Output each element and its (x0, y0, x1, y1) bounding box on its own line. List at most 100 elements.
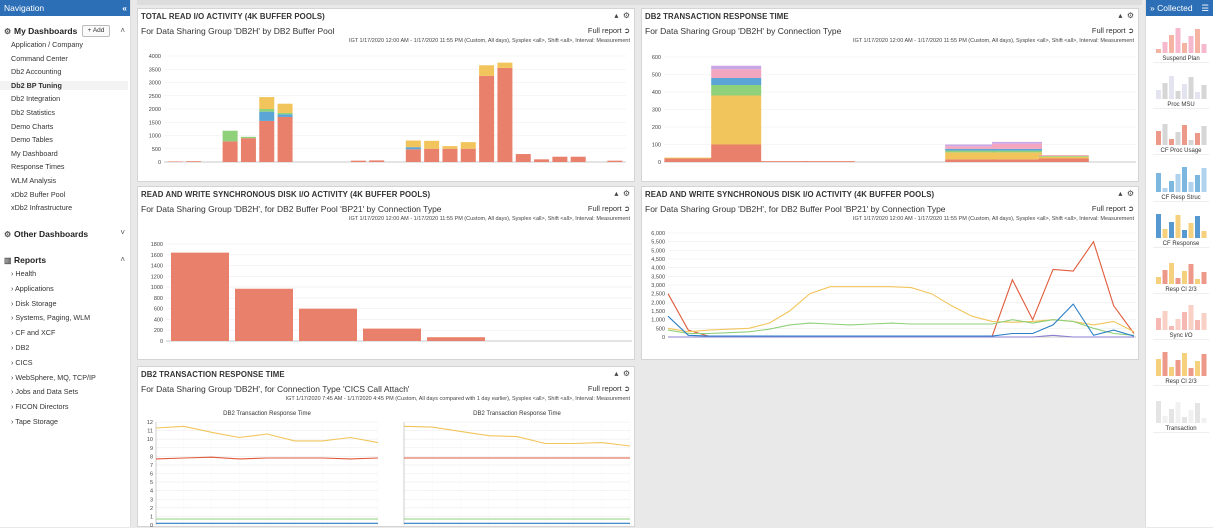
full-report-link[interactable]: Full report ➲ (1091, 26, 1134, 35)
thumbnail-bar (1201, 417, 1207, 423)
report-item[interactable]: › DB2 (11, 343, 29, 352)
report-item[interactable]: › Systems, Paging, WLM (11, 313, 90, 322)
panel-subtitle: For Data Sharing Group 'DB2H', for Conne… (141, 384, 410, 394)
chevron-right-icon: › (11, 357, 16, 367)
dashboard-item[interactable]: Demo Charts (11, 121, 54, 131)
thumbnail-bar (1175, 132, 1181, 146)
chevron-up-icon[interactable]: ˄ (120, 255, 125, 264)
chart-bar (185, 161, 201, 162)
thumbnail-bar (1188, 36, 1194, 53)
add-dashboard-button[interactable]: + Add (82, 25, 110, 37)
chevron-up-icon[interactable]: ˄ (120, 26, 125, 35)
collected-thumbnail[interactable]: CF Response (1153, 206, 1209, 248)
menu-icon[interactable]: ☰ (1201, 3, 1209, 13)
report-item-label: Systems, Paging, WLM (15, 313, 91, 323)
collected-thumbnail[interactable]: Suspend Plan (1153, 21, 1209, 63)
thumbnail-bar (1169, 180, 1174, 192)
y-tick-label: 1500 (149, 120, 161, 126)
thumbnail-bar (1195, 92, 1200, 100)
thumbnail-bar (1169, 76, 1174, 100)
chart-bar (277, 114, 293, 117)
y-tick-label: 6,000 (651, 231, 665, 237)
collapse-right-icon[interactable]: » (1150, 3, 1155, 13)
dashboard-item[interactable]: Response Times (11, 162, 65, 172)
thumbnail-bar (1201, 85, 1207, 100)
chart-bar (369, 160, 385, 162)
other-dashboards-header[interactable]: ⚙ Other Dashboards (4, 229, 88, 239)
dashboard-item[interactable]: Db2 Statistics (11, 108, 55, 117)
dashboard-item[interactable]: Command Center (11, 53, 68, 63)
y-tick-label: 200 (154, 328, 163, 334)
y-tick-label: 5 (150, 480, 153, 486)
y-tick-label: 3500 (149, 67, 161, 73)
thumbnail-chart (1156, 124, 1207, 146)
chart-bar (992, 159, 1042, 162)
thumbnail-bar (1188, 264, 1194, 284)
thumbnail-bar (1162, 42, 1168, 53)
thumbnail-bar (1201, 230, 1207, 238)
panel-controls[interactable]: ▴ ⚙ (614, 11, 630, 20)
panel-controls[interactable]: ▴ ⚙ (614, 189, 630, 198)
thumbnail-bar (1162, 270, 1168, 284)
report-item-label: Jobs and Data Sets (15, 387, 79, 397)
dashboard-item[interactable]: Db2 Accounting (11, 67, 62, 77)
dashboard-item[interactable]: My Dashboard (11, 148, 58, 158)
dashboard-item[interactable]: Db2 BP Tuning (0, 80, 128, 90)
collected-thumbnail[interactable]: Resp Cl 2/3 (1153, 344, 1209, 387)
reports-header[interactable]: ▥ Reports (4, 255, 46, 265)
thumbnail-bar (1182, 125, 1187, 146)
collected-thumbnail[interactable]: CF Resp Struc (1153, 160, 1209, 202)
report-item-label: Applications (15, 283, 54, 293)
full-report-link[interactable]: Full report ➲ (587, 204, 630, 213)
y-tick-label: 1600 (151, 253, 163, 259)
collected-thumbnail[interactable]: Proc MSU (1153, 67, 1209, 110)
report-item[interactable]: › Jobs and Data Sets (11, 387, 78, 396)
chevron-right-icon: › (11, 343, 16, 352)
chart-bar (992, 150, 1042, 153)
y-tick-label: 9 (150, 446, 153, 452)
dashboard-item[interactable]: xDb2 Buffer Pool (11, 189, 66, 199)
full-report-link[interactable]: Full report ➲ (1091, 204, 1134, 213)
collected-thumbnail[interactable]: Sync I/O (1153, 298, 1209, 341)
report-item[interactable]: › Applications (11, 284, 54, 293)
chart-bar (515, 154, 531, 162)
report-item[interactable]: › CF and XCF (11, 328, 55, 337)
thumbnail-bar (1156, 277, 1161, 284)
report-item[interactable]: › Disk Storage (11, 299, 57, 308)
chart-bar (1038, 156, 1089, 159)
dashboard-item[interactable]: Db2 Integration (11, 94, 61, 104)
full-report-link[interactable]: Full report ➲ (587, 384, 630, 393)
y-tick-label: 5,000 (651, 248, 665, 254)
report-item[interactable]: › Tape Storage (11, 417, 58, 426)
chart-bar (259, 120, 275, 162)
thumbnail-bar (1156, 90, 1161, 100)
full-report-link[interactable]: Full report ➲ (587, 26, 630, 35)
thumbnail-label: CF Resp Struc (1161, 194, 1201, 201)
collected-header: » Collected ☰ (1146, 0, 1213, 16)
panel-controls[interactable]: ▴ ⚙ (1118, 189, 1134, 198)
y-tick-label: 400 (652, 90, 661, 96)
report-item[interactable]: › Health (11, 269, 36, 278)
panel-controls[interactable]: ▴ ⚙ (614, 369, 630, 378)
panel-controls[interactable]: ▴ ⚙ (1118, 11, 1134, 20)
chart-bar (664, 157, 715, 159)
collected-thumbnail[interactable]: Transaction (1153, 391, 1209, 433)
y-tick-label: 3,500 (651, 274, 665, 280)
thumbnail-label: Resp Cl 2/3 (1165, 379, 1197, 386)
dashboard-item[interactable]: Demo Tables (11, 135, 53, 145)
chart-bar (497, 67, 513, 162)
my-dashboards-header[interactable]: ⚙ My Dashboards (4, 26, 77, 36)
chart-bar (171, 252, 229, 341)
report-item[interactable]: › WebSphere, MQ, TCP/IP (11, 373, 96, 382)
dashboard-item[interactable]: xDb2 Infrastructure (11, 203, 73, 213)
collected-thumbnail[interactable]: Resp Cl 2/3 (1153, 252, 1209, 294)
dashboard-item[interactable]: WLM Analysis (11, 176, 57, 185)
chart-bar (607, 160, 623, 162)
report-item[interactable]: › FICON Directors (11, 402, 69, 411)
report-item[interactable]: › CICS (11, 358, 33, 367)
collected-thumbnail[interactable]: CF Proc Usage (1153, 113, 1209, 156)
dashboard-item[interactable]: Application / Company (11, 40, 83, 49)
collapse-icon[interactable]: « (122, 3, 127, 13)
chevron-down-icon[interactable]: ˅ (120, 228, 125, 237)
chevron-right-icon: › (11, 328, 16, 338)
